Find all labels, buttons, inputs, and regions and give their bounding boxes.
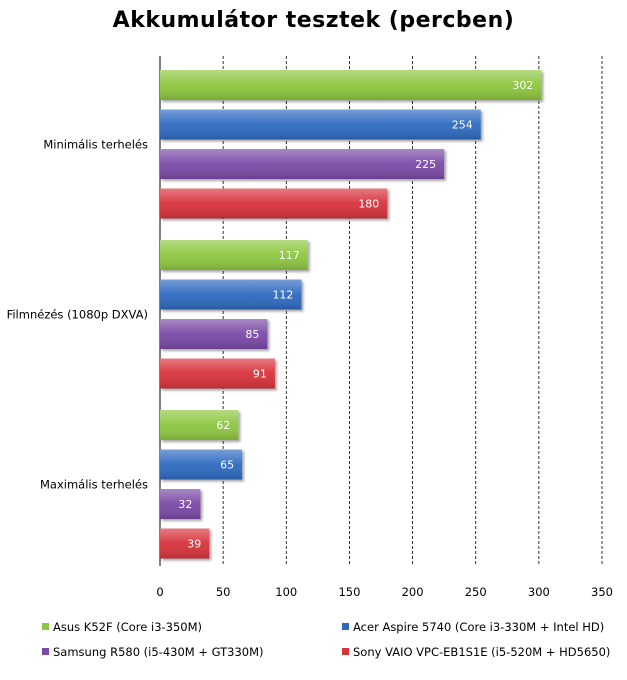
bar-value-label: 112: [272, 289, 293, 302]
legend-item: Asus K52F (Core i3-350M): [42, 620, 202, 634]
bar-shade: [160, 449, 243, 480]
category-label: Maximális terhelés: [40, 477, 148, 491]
legend-label: Sony VAIO VPC-EB1S1E (i5-520M + HD5650): [353, 645, 611, 659]
legend-label: Samsung R580 (i5-430M + GT330M): [53, 645, 264, 659]
bar-shade: [160, 70, 542, 100]
legend-swatch: [342, 623, 349, 630]
bar-shade: [160, 109, 481, 140]
bar-shade: [160, 528, 210, 559]
category-label: Minimális terhelés: [43, 137, 148, 151]
bar-shade: [160, 279, 302, 310]
legend-item: Sony VAIO VPC-EB1S1E (i5-520M + HD5650): [342, 645, 610, 659]
bar-shade: [160, 240, 308, 270]
x-tick-label: 50: [216, 585, 231, 599]
bar-value-label: 32: [178, 498, 192, 511]
x-tick-label: 150: [338, 585, 360, 599]
bar-value-label: 117: [279, 249, 300, 262]
x-tick-label: 250: [465, 585, 487, 599]
bar-value-label: 65: [220, 459, 234, 472]
bar-shade: [160, 149, 445, 179]
bar-value-label: 225: [415, 158, 436, 171]
bar-value-label: 254: [452, 119, 473, 132]
chart-title: Akkumulátor tesztek (percben): [112, 8, 515, 33]
legend-label: Asus K52F (Core i3-350M): [53, 620, 203, 634]
legend-label: Acer Aspire 5740 (Core i3-330M + Intel H…: [353, 620, 605, 634]
bar-value-label: 62: [216, 419, 230, 432]
bar-shade: [160, 410, 239, 440]
legend-item: Acer Aspire 5740 (Core i3-330M + Intel H…: [342, 620, 604, 634]
bar-value-label: 91: [253, 368, 267, 381]
legend-swatch: [42, 623, 49, 630]
x-tick-label: 0: [156, 585, 163, 599]
bar-value-label: 302: [512, 79, 533, 92]
bar-chart: 0 50 100 150 200 250 300 350 302 254 225 180 Minimál…: [7, 56, 613, 599]
x-tick-label: 100: [275, 585, 297, 599]
bar-value-label: 39: [187, 538, 201, 551]
x-tick-label: 200: [402, 585, 424, 599]
bar-shade: [160, 319, 268, 349]
category-label: Filmnézés (1080p DXVA): [7, 307, 148, 321]
legend-swatch: [42, 648, 49, 655]
bar-value-label: 180: [358, 198, 379, 211]
bar-shade: [160, 358, 275, 389]
bar-value-label: 85: [245, 328, 259, 341]
bar-shade: [160, 188, 388, 219]
x-tick-label: 300: [528, 585, 550, 599]
bar-shade: [160, 489, 201, 519]
legend-swatch: [342, 648, 349, 655]
x-tick-label: 350: [591, 585, 613, 599]
legend-item: Samsung R580 (i5-430M + GT330M): [42, 645, 264, 659]
